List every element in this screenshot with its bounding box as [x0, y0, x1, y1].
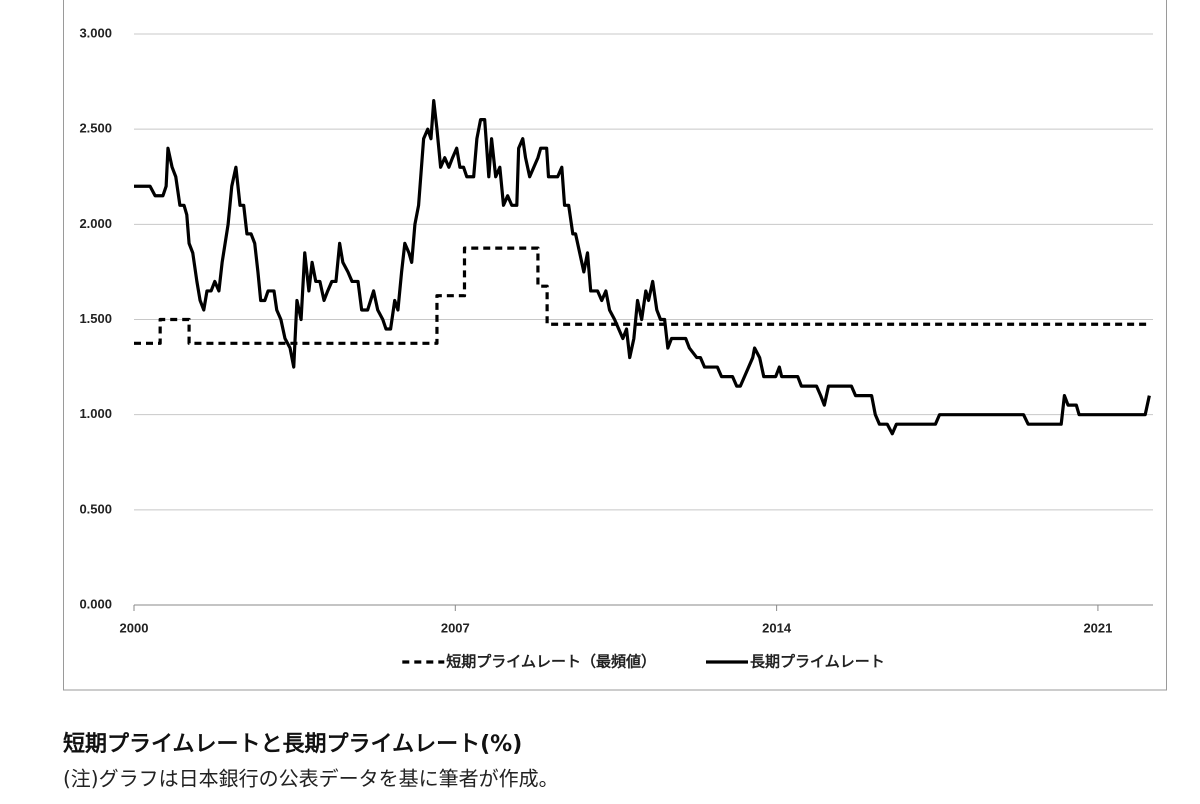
legend: 短期プライムレート（最頻値） 長期プライムレート — [402, 653, 885, 671]
legend-label: 長期プライムレート — [750, 653, 885, 671]
y-tick-label: 0.500 — [79, 501, 112, 516]
x-tick-label: 2007 — [441, 620, 470, 635]
series-line — [134, 99, 1151, 436]
y-tick-label: 0.000 — [79, 596, 112, 611]
chart-caption: 短期プライムレートと長期プライムレート(%) — [63, 732, 522, 757]
x-tick-label: 2014 — [762, 620, 792, 635]
y-tick-label: 1.500 — [79, 311, 112, 326]
y-tick-label: 2.500 — [79, 121, 112, 136]
y-tick-label: 2.000 — [79, 216, 112, 231]
x-tick-label: 2021 — [1083, 620, 1112, 635]
chart-frame — [63, 0, 1167, 691]
y-tick-label: 1.000 — [79, 406, 112, 421]
series-line — [134, 246, 1150, 345]
legend-label: 短期プライムレート（最頻値） — [446, 653, 656, 671]
x-tick-label: 2000 — [120, 620, 149, 635]
chart-note: (注)グラフは日本銀行の公表データを基に筆者が作成。 — [63, 767, 559, 791]
y-tick-label: 3.000 — [79, 25, 112, 40]
